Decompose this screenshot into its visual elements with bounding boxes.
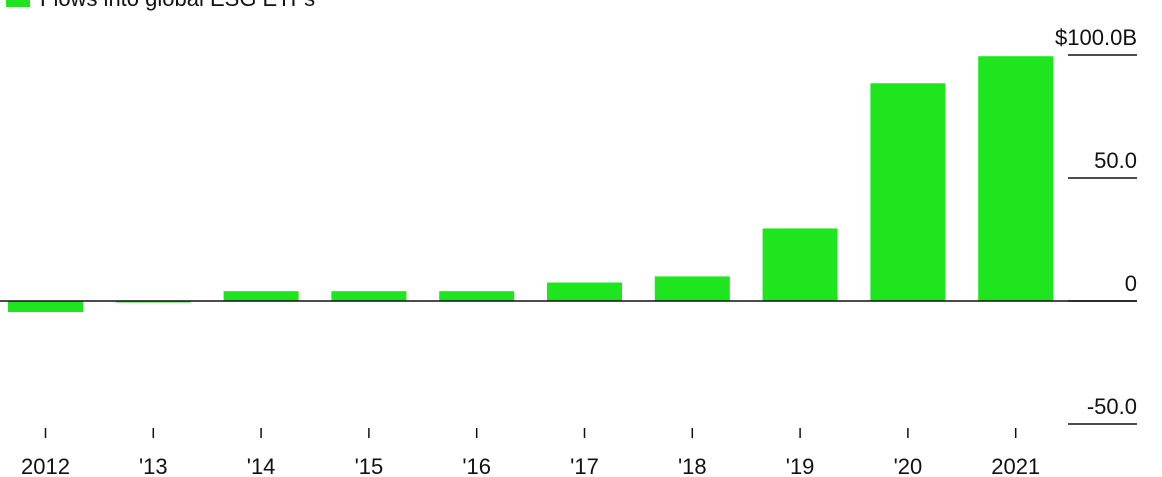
legend-label: Flows into global ESG ETFs bbox=[40, 0, 315, 11]
legend-swatch bbox=[6, 0, 30, 7]
bar-'20 bbox=[870, 83, 946, 301]
bar-'19 bbox=[762, 228, 838, 301]
legend: Flows into global ESG ETFs bbox=[6, 0, 315, 11]
x-tick-label: '18 bbox=[678, 454, 707, 477]
x-tick-label: 2021 bbox=[991, 454, 1040, 477]
bar-'18 bbox=[654, 276, 730, 301]
bar-'16 bbox=[439, 291, 515, 301]
y-tick-label: -50.0 bbox=[1087, 394, 1137, 419]
bar-'15 bbox=[331, 291, 407, 301]
y-tick-label: $100.0B bbox=[1055, 25, 1137, 50]
x-axis: 2012 '13 '14 '15 '16 '17 '18 '19 '20 2021 bbox=[21, 428, 1040, 477]
x-tick-label: '13 bbox=[139, 454, 168, 477]
bar-2012 bbox=[8, 301, 83, 313]
x-tick-label: '17 bbox=[570, 454, 599, 477]
bar-'14 bbox=[223, 291, 299, 301]
x-tick-label: 2012 bbox=[21, 454, 70, 477]
y-axis: $100.0B 50.0 0 -50.0 bbox=[1055, 25, 1137, 425]
y-tick-label: 50.0 bbox=[1094, 148, 1137, 173]
x-tick-label: '15 bbox=[355, 454, 384, 477]
bar-'17 bbox=[547, 282, 622, 301]
x-tick-label: '16 bbox=[462, 454, 491, 477]
x-tick-label: '19 bbox=[786, 454, 815, 477]
x-tick-label: '20 bbox=[894, 454, 923, 477]
bar-'21 bbox=[978, 56, 1054, 302]
bar-series bbox=[8, 56, 1054, 313]
x-tick-label: '14 bbox=[247, 454, 276, 477]
y-tick-label: 0 bbox=[1125, 271, 1137, 296]
